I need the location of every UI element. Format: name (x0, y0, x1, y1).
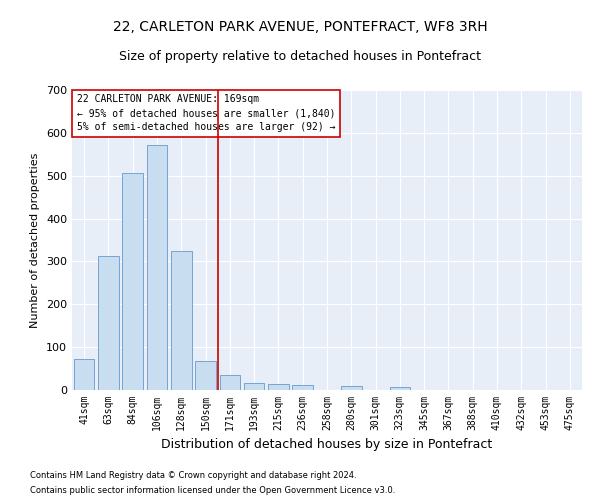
Text: Size of property relative to detached houses in Pontefract: Size of property relative to detached ho… (119, 50, 481, 63)
X-axis label: Distribution of detached houses by size in Pontefract: Distribution of detached houses by size … (161, 438, 493, 452)
Bar (195, 362, 216, 390)
Bar (292, 385, 313, 390)
Bar (389, 388, 410, 390)
Bar (171, 250, 191, 390)
Text: Contains public sector information licensed under the Open Government Licence v3: Contains public sector information licen… (30, 486, 395, 495)
Text: 22, CARLETON PARK AVENUE, PONTEFRACT, WF8 3RH: 22, CARLETON PARK AVENUE, PONTEFRACT, WF… (113, 20, 487, 34)
Text: 22 CARLETON PARK AVENUE: 169sqm
← 95% of detached houses are smaller (1,840)
5% : 22 CARLETON PARK AVENUE: 169sqm ← 95% of… (77, 94, 335, 132)
Bar (341, 386, 362, 390)
Bar (146, 146, 167, 390)
Bar (74, 359, 94, 390)
Bar (220, 374, 240, 390)
Bar (244, 383, 265, 390)
Y-axis label: Number of detached properties: Number of detached properties (31, 152, 40, 328)
Bar (268, 384, 289, 390)
Bar (98, 256, 119, 390)
Text: Contains HM Land Registry data © Crown copyright and database right 2024.: Contains HM Land Registry data © Crown c… (30, 471, 356, 480)
Bar (122, 172, 143, 390)
